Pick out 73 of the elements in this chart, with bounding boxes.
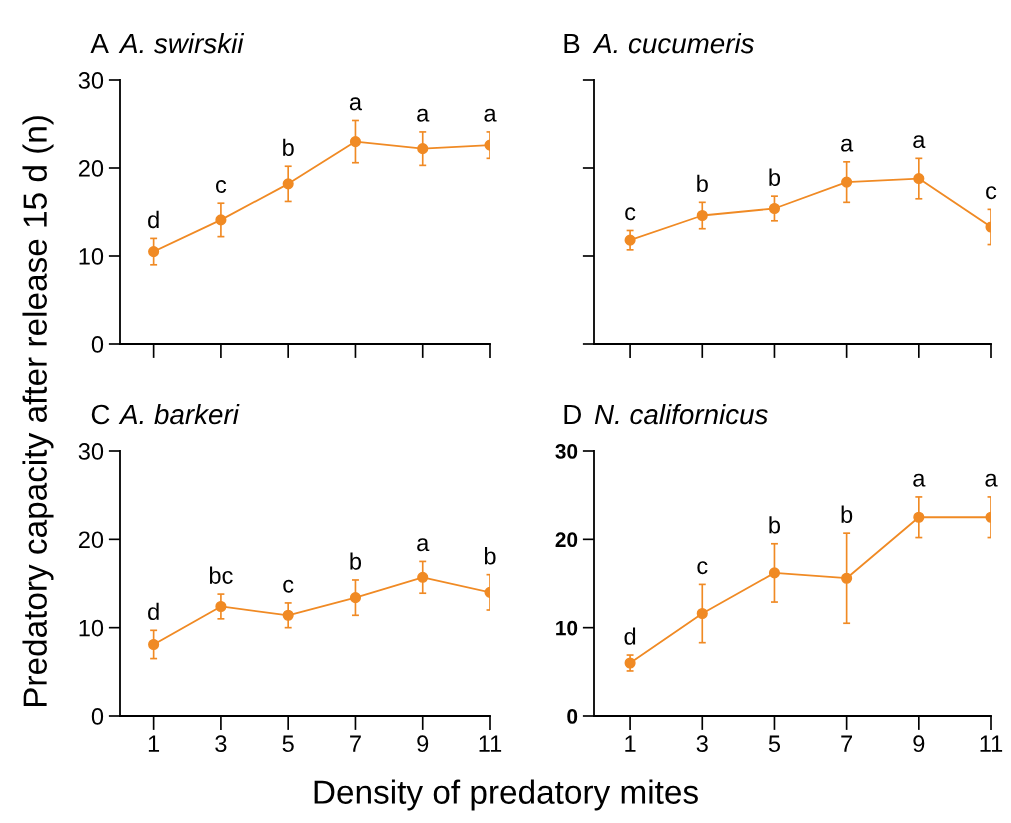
- point: [282, 178, 294, 190]
- annotation: b: [841, 505, 853, 523]
- annotation: c: [986, 186, 997, 200]
- annotation: d: [148, 602, 159, 621]
- annotation: b: [769, 516, 781, 534]
- annotation: b: [769, 168, 781, 186]
- x-tick-label: 9: [417, 735, 429, 753]
- point: [349, 592, 362, 604]
- y-tick-label: 0: [91, 336, 104, 353]
- annotation: a: [484, 108, 497, 122]
- point: [417, 571, 429, 583]
- chart-title: C A. barkeri: [91, 403, 240, 425]
- annotation: d: [624, 627, 636, 645]
- point: [768, 202, 781, 215]
- annotation: d: [148, 210, 159, 229]
- point: [913, 173, 925, 185]
- annotation: a: [349, 97, 363, 111]
- y-tick-label: 0: [567, 709, 578, 724]
- x-axis-title: Density of predatory mites: [314, 779, 698, 811]
- point: [148, 246, 160, 258]
- point: [841, 572, 853, 584]
- annotation: b: [283, 138, 294, 157]
- point: [148, 638, 160, 651]
- annotation: a: [913, 135, 926, 149]
- x-tick-label: 3: [215, 735, 227, 753]
- x-tick-label: 5: [282, 735, 294, 753]
- annotation: c: [283, 579, 294, 593]
- point: [215, 214, 227, 226]
- annotation: c: [216, 180, 227, 193]
- x-tick-label: 1: [148, 735, 160, 752]
- annotation: a: [417, 108, 430, 122]
- x-tick-label: 3: [696, 735, 708, 753]
- point: [282, 609, 294, 621]
- y-tick-label: 30: [555, 444, 578, 459]
- x-tick-label: 7: [841, 735, 853, 752]
- annotation: a: [985, 473, 998, 487]
- chart-title: D N. californicus: [564, 403, 768, 425]
- point: [215, 600, 227, 613]
- annotation: c: [697, 561, 708, 575]
- point: [417, 143, 429, 155]
- y-tick-label: 30: [78, 72, 104, 89]
- point: [696, 209, 708, 222]
- y-tick-label: 10: [556, 620, 578, 636]
- point: [624, 234, 636, 246]
- y-tick-label: 0: [91, 708, 104, 725]
- annotation: c: [625, 207, 636, 221]
- x-tick-label: 9: [913, 735, 925, 753]
- annotation: b: [350, 552, 362, 570]
- annotation: a: [841, 138, 854, 152]
- y-tick-label: 20: [78, 531, 104, 549]
- y-axis-title: Predatory capacity after release 15 d (n): [22, 116, 54, 707]
- point: [696, 607, 708, 620]
- annotation: bc: [209, 566, 233, 584]
- x-tick-label: 5: [768, 735, 781, 753]
- x-tick-label: 11: [479, 735, 502, 752]
- point: [768, 567, 781, 579]
- x-tick-label: 1: [625, 735, 636, 752]
- chart-title: A A. swirskii: [90, 32, 245, 54]
- annotation: a: [913, 473, 926, 487]
- y-tick-label: 20: [78, 160, 104, 177]
- x-tick-label: 11: [980, 735, 1003, 752]
- point: [349, 136, 362, 148]
- y-tick-label: 20: [555, 532, 578, 548]
- annotation: b: [697, 174, 708, 193]
- annotation: a: [417, 538, 430, 552]
- y-tick-label: 10: [79, 619, 104, 637]
- point: [841, 176, 853, 188]
- y-tick-label: 10: [79, 248, 104, 265]
- y-tick-label: 30: [78, 443, 104, 460]
- x-tick-label: 7: [350, 735, 361, 752]
- annotation: b: [484, 547, 496, 565]
- chart-title: B A. cucumeris: [564, 32, 754, 54]
- point: [913, 511, 925, 523]
